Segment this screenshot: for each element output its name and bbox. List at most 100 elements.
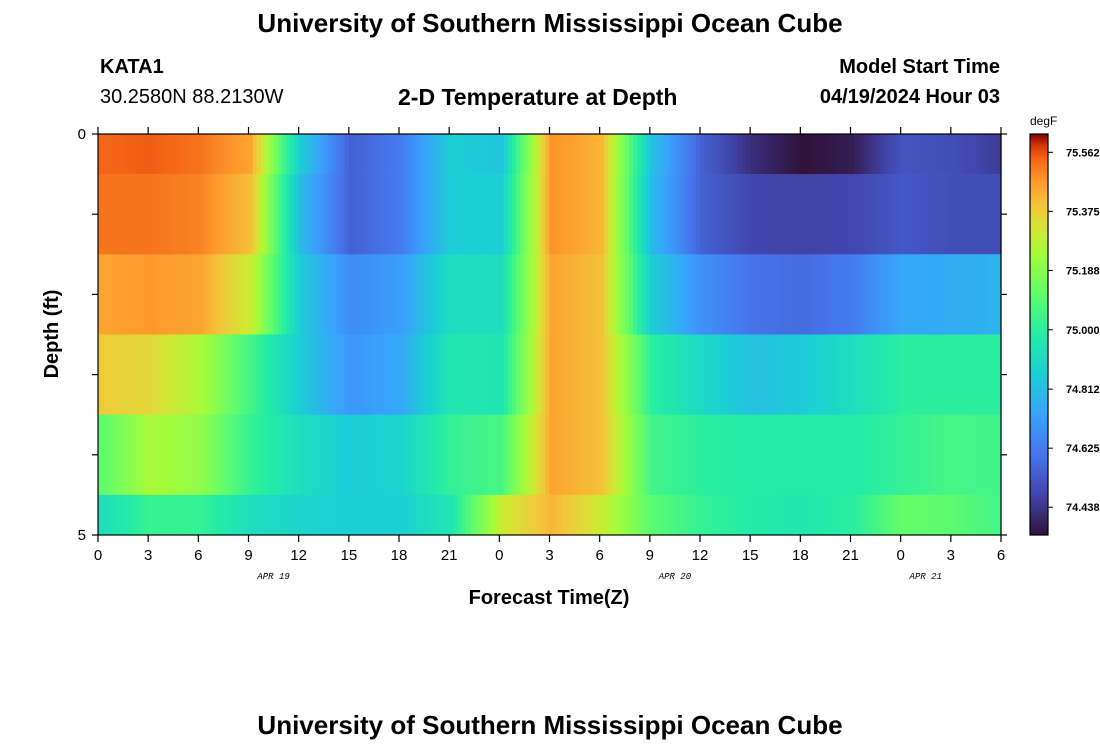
heatmap-cell-layer1	[612, 134, 617, 175]
heatmap-cell-layer4	[449, 334, 454, 415]
x-tick-label: 12	[290, 547, 307, 564]
heatmap-cell-layer1	[123, 134, 128, 175]
heatmap-cell-layer5	[996, 414, 1002, 496]
heatmap-cell-layer1	[436, 134, 442, 175]
heatmap-cell-layer2	[348, 174, 354, 255]
heatmap-cell-layer1	[256, 134, 262, 175]
heatmap-cell-layer1	[817, 134, 822, 175]
heatmap-cell-layer2	[750, 174, 755, 255]
date-label: APR 19	[256, 572, 290, 582]
heatmap-cell-layer2	[896, 174, 902, 255]
heatmap-cell-layer1	[674, 134, 680, 175]
heatmap-cell-layer2	[670, 174, 676, 255]
heatmap-cell-layer5	[135, 414, 141, 496]
heatmap-cell-layer1	[825, 134, 831, 175]
heatmap-cell-layer6	[361, 494, 367, 536]
heatmap-cell-layer6	[206, 494, 212, 536]
heatmap-cell-layer3	[762, 254, 768, 335]
heatmap-cell-layer5	[432, 414, 438, 496]
heatmap-cell-layer3	[432, 254, 438, 335]
heatmap-cell-layer1	[766, 134, 772, 175]
heatmap-cell-layer4	[486, 334, 492, 415]
heatmap-cell-layer4	[231, 334, 237, 415]
heatmap-cell-layer4	[649, 334, 655, 415]
heatmap-cell-layer6	[687, 494, 693, 536]
heatmap-cell-layer2	[394, 174, 400, 255]
heatmap-cell-layer2	[465, 174, 471, 255]
heatmap-cell-layer3	[486, 254, 492, 335]
heatmap-cell-layer2	[608, 174, 613, 255]
heatmap-cell-layer5	[495, 414, 500, 496]
heatmap-cell-layer4	[733, 334, 739, 415]
heatmap-cell-layer6	[725, 494, 730, 536]
heatmap-cell-layer6	[654, 494, 659, 536]
heatmap-cell-layer3	[804, 254, 810, 335]
heatmap-cell-layer2	[281, 174, 287, 255]
heatmap-cell-layer2	[106, 174, 112, 255]
heatmap-cell-layer3	[871, 254, 877, 335]
heatmap-cell-layer6	[252, 494, 258, 536]
heatmap-cell-layer1	[348, 134, 354, 175]
heatmap-cell-layer1	[520, 134, 526, 175]
heatmap-cell-layer3	[499, 254, 505, 335]
heatmap-cell-layer2	[616, 174, 622, 255]
heatmap-cell-layer2	[336, 174, 342, 255]
heatmap-cell-layer6	[812, 494, 818, 536]
heatmap-cell-layer6	[574, 494, 580, 536]
heatmap-cell-layer6	[741, 494, 747, 536]
heatmap-cell-layer3	[541, 254, 546, 335]
heatmap-cell-layer2	[791, 174, 797, 255]
heatmap-cell-layer5	[566, 414, 571, 496]
heatmap-cell-layer3	[323, 254, 329, 335]
heatmap-cell-layer5	[403, 414, 408, 496]
heatmap-cell-layer2	[545, 174, 551, 255]
heatmap-cell-layer3	[955, 254, 960, 335]
heatmap-cell-layer3	[361, 254, 367, 335]
heatmap-cell-layer5	[520, 414, 526, 496]
heatmap-cell-layer1	[202, 134, 208, 175]
heatmap-cell-layer5	[444, 414, 450, 496]
heatmap-cell-layer3	[562, 254, 567, 335]
colorbar-gradient	[1029, 133, 1049, 536]
heatmap-cell-layer4	[587, 334, 592, 415]
heatmap-cell-layer6	[691, 494, 697, 536]
heatmap-cell-layer2	[495, 174, 500, 255]
heatmap-cell-layer6	[967, 494, 973, 536]
heatmap-cell-layer1	[683, 134, 689, 175]
heatmap-cell-layer1	[336, 134, 342, 175]
heatmap-cell-layer1	[557, 134, 563, 175]
heatmap-cell-layer2	[900, 174, 906, 255]
plot-title: 2-D Temperature at Depth	[398, 84, 678, 110]
heatmap-cell-layer1	[620, 134, 626, 175]
heatmap-cell-layer1	[378, 134, 383, 175]
heatmap-cell-layer6	[307, 494, 312, 536]
heatmap-cell-layer3	[507, 254, 513, 335]
heatmap-cell-layer6	[570, 494, 576, 536]
heatmap-cell-layer6	[541, 494, 546, 536]
heatmap-cell-layer6	[950, 494, 956, 536]
heatmap-cell-layer4	[353, 334, 358, 415]
heatmap-cell-layer2	[98, 174, 103, 255]
heatmap-cell-layer3	[123, 254, 128, 335]
heatmap-cell-layer6	[942, 494, 948, 536]
heatmap-cell-layer1	[879, 134, 885, 175]
heatmap-cell-layer5	[436, 414, 442, 496]
heatmap-cell-layer5	[348, 414, 354, 496]
heatmap-cell-layer6	[758, 494, 764, 536]
heatmap-cell-layer1	[654, 134, 659, 175]
heatmap-cell-layer1	[846, 134, 852, 175]
heatmap-cell-layer3	[399, 254, 404, 335]
heatmap-cell-layer2	[700, 174, 705, 255]
heatmap-cell-layer6	[791, 494, 797, 536]
heatmap-cell-layer2	[679, 174, 684, 255]
heatmap-cell-layer1	[996, 134, 1002, 175]
heatmap-cell-layer3	[988, 254, 994, 335]
heatmap-cell-layer2	[796, 174, 801, 255]
heatmap-cell-layer3	[942, 254, 948, 335]
heatmap-cell-layer2	[766, 174, 772, 255]
station-name: KATA1	[100, 56, 164, 78]
heatmap-cell-layer4	[169, 334, 174, 415]
heatmap-cell-layer3	[248, 254, 254, 335]
heatmap-cell-layer1	[599, 134, 605, 175]
heatmap-cell-layer6	[223, 494, 229, 536]
